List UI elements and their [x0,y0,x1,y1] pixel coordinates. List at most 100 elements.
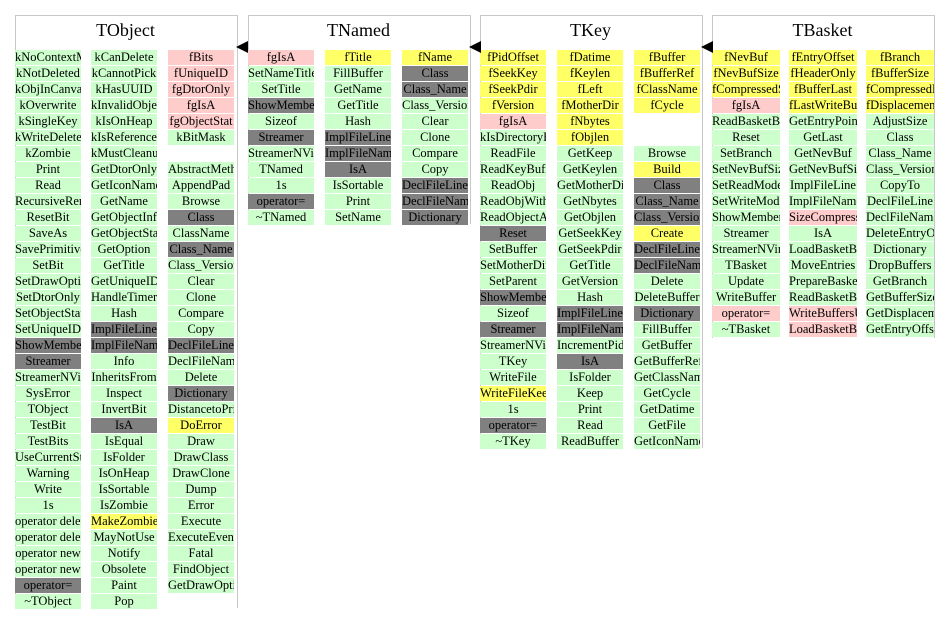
member-writefile: WriteFile [480,370,546,385]
member-fbranch: fBranch [866,50,934,65]
member-fgisa: fgIsA [712,98,780,113]
class-title: TObject [96,20,155,40]
member-clone: Clone [402,130,468,145]
member-operator-delete: operator delete [15,514,81,529]
member-isa: IsA [91,418,157,433]
member-isfolder: IsFolder [91,450,157,465]
member-declfilename: DeclFileName [168,354,234,369]
member-class-version: Class_Version [402,98,468,113]
member-dictionary: Dictionary [866,242,934,257]
member-declfilename: DeclFileName [866,210,934,225]
member-warning: Warning [15,466,81,481]
member-drawclass: DrawClass [168,450,234,465]
member-isequal: IsEqual [91,434,157,449]
class-title: TBasket [792,20,853,40]
member-fversion: fVersion [480,98,546,113]
member-fgdtoronly: fgDtorOnly [168,82,234,97]
member-fgobjectstat: fgObjectStat [168,114,234,129]
member-sizeof: Sizeof [480,306,546,321]
member-kinvalidobject: kInvalidObject [91,98,157,113]
member-fbuffer: fBuffer [634,50,700,65]
member-operator: operator= [15,578,81,593]
member-kmustcleanup: kMustCleanup [91,146,157,161]
member-flastwritebuffersize: fLastWriteBufferSize [789,98,857,113]
member-readobjectany: ReadObjectAny [480,210,546,225]
member-fbits: fBits [168,50,234,65]
member-saveas: SaveAs [15,226,81,241]
member-khasuuid: kHasUUID [91,82,157,97]
member-getfile: GetFile [634,418,700,433]
member-delete: Delete [634,274,700,289]
member-fgisa: fgIsA [480,114,546,129]
member-loadbasketbuffers: LoadBasketBuffers [789,242,857,257]
member-getseekpdir: GetSeekPdir [557,242,623,257]
member-getobjectinfo: GetObjectInfo [91,210,157,225]
member-print: Print [557,402,623,417]
member-getmotherdir: GetMotherDir [557,178,623,193]
member-reset: Reset [712,130,780,145]
member-ksinglekey: kSingleKey [15,114,81,129]
member-gettitle: GetTitle [325,98,391,113]
member-setbranch: SetBranch [712,146,780,161]
member-usecurrentstyle: UseCurrentStyle [15,450,81,465]
member-getoption: GetOption [91,242,157,257]
member-fname: fName [402,50,468,65]
member-inspect: Inspect [91,386,157,401]
member-implfileline: ImplFileLine [325,130,391,145]
member-fseekkey: fSeekKey [480,66,546,81]
member-read: Read [15,178,81,193]
member-fnbytes: fNbytes [557,114,623,129]
member-setbit: SetBit [15,258,81,273]
member-dictionary: Dictionary [634,306,700,321]
member-getkeylen: GetKeylen [557,162,623,177]
member-getdrawoption: GetDrawOption [168,578,234,593]
member-fnevbuf: fNevBuf [712,50,780,65]
member-doerror: DoError [168,418,234,433]
member-getlast: GetLast [789,130,857,145]
member-streamernvirtual: StreamerNVirtual [480,338,546,353]
member-class: Class [866,130,934,145]
member-showmembers: ShowMembers [480,290,546,305]
member-kbitmask: kBitMask [168,130,234,145]
member-incrementpidoffset: IncrementPidOffset [557,338,623,353]
member-tbasket: ~TBasket [712,322,780,337]
member-deleteentryoffset: DeleteEntryOffset [866,226,934,241]
member-getdisplacement: GetDisplacement [866,306,934,321]
member-setbuffer: SetBuffer [480,242,546,257]
inheritance-arrow [236,41,248,53]
member-tobject: ~TObject [15,594,81,609]
member-sizeof: Sizeof [248,114,314,129]
member-classname: ClassName [168,226,234,241]
member-recursiveremove: RecursiveRemove [15,194,81,209]
member-hash: Hash [325,114,391,129]
member-browse: Browse [168,194,234,209]
member-invertbit: InvertBit [91,402,157,417]
member-fgisa: fgIsA [168,98,234,113]
member-compare: Compare [168,306,234,321]
member-build: Build [634,162,700,177]
member-implfileline: ImplFileLine [789,178,857,193]
member-streamer: Streamer [712,226,780,241]
member-notify: Notify [91,546,157,561]
member-executeevent: ExecuteEvent [168,530,234,545]
member-testbits: TestBits [15,434,81,449]
member-distancetoprimitive: DistancetoPrimitive [168,402,234,417]
member-kcannotpick: kCannotPick [91,66,157,81]
member-declfileline: DeclFileLine [866,194,934,209]
member-declfileline: DeclFileLine [402,178,468,193]
member-readobj: ReadObj [480,178,546,193]
member-setnametitle: SetNameTitle [248,66,314,81]
member-readbasketbytes: ReadBasketBytes [712,114,780,129]
member-readfile: ReadFile [480,146,546,161]
member-getbuffersize: GetBufferSize [866,290,934,305]
member-class: Class [168,210,234,225]
member-fleft: fLeft [557,82,623,97]
member-obsolete: Obsolete [91,562,157,577]
member-fillbuffer: FillBuffer [325,66,391,81]
member-loadbasketbuffersuncompressed: LoadBasketBuffersUncompressed [789,322,857,337]
member-copy: Copy [402,162,468,177]
member-fseekpdir: fSeekPdir [480,82,546,97]
member-tnamed: TNamed [248,162,314,177]
member-tbasket: TBasket [712,258,780,273]
member-browse: Browse [634,146,700,161]
